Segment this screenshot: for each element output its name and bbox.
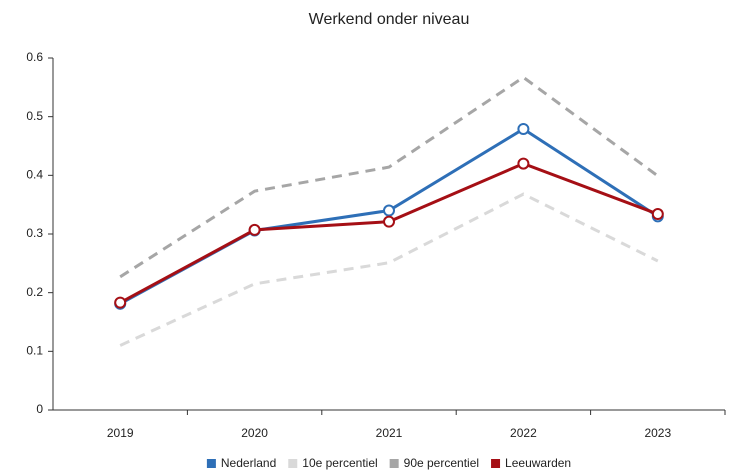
chart-title: Werkend onder niveau <box>309 11 470 28</box>
legend-swatch <box>491 459 501 468</box>
y-tick-label: 0.5 <box>26 109 43 123</box>
y-tick-label: 0.6 <box>26 50 43 64</box>
series-line <box>119 75 659 279</box>
point <box>114 296 127 309</box>
legend-label: 10e percentiel <box>302 456 377 470</box>
x-tick-label: 2020 <box>241 426 268 440</box>
x-tick-label: 2021 <box>376 426 403 440</box>
series-line <box>119 192 659 347</box>
legend-swatch <box>206 459 216 468</box>
legend-label: Leeuwarden <box>505 456 571 470</box>
point <box>517 122 530 135</box>
point <box>248 223 261 236</box>
x-tick-label: 2022 <box>510 426 537 440</box>
x-tick-label: 2019 <box>107 426 134 440</box>
y-tick-label: 0.4 <box>26 168 43 182</box>
legend-label: 90e percentiel <box>404 456 479 470</box>
y-tick-label: 0.1 <box>26 344 43 358</box>
point <box>517 157 530 170</box>
legend-swatch <box>389 459 399 468</box>
legend-swatch <box>288 459 298 468</box>
x-tick-label: 2023 <box>644 426 671 440</box>
point <box>383 204 395 217</box>
legend: Nederland 10e percentiel 90e percentiel Lee… <box>206 456 571 470</box>
y-tick-label: 0 <box>36 402 43 416</box>
legend-label: Nederland <box>221 456 276 470</box>
point <box>383 215 395 228</box>
y-tick-label: 0.2 <box>26 285 43 299</box>
point <box>651 208 664 221</box>
y-tick-label: 0.3 <box>26 226 43 240</box>
series-line <box>119 161 659 304</box>
